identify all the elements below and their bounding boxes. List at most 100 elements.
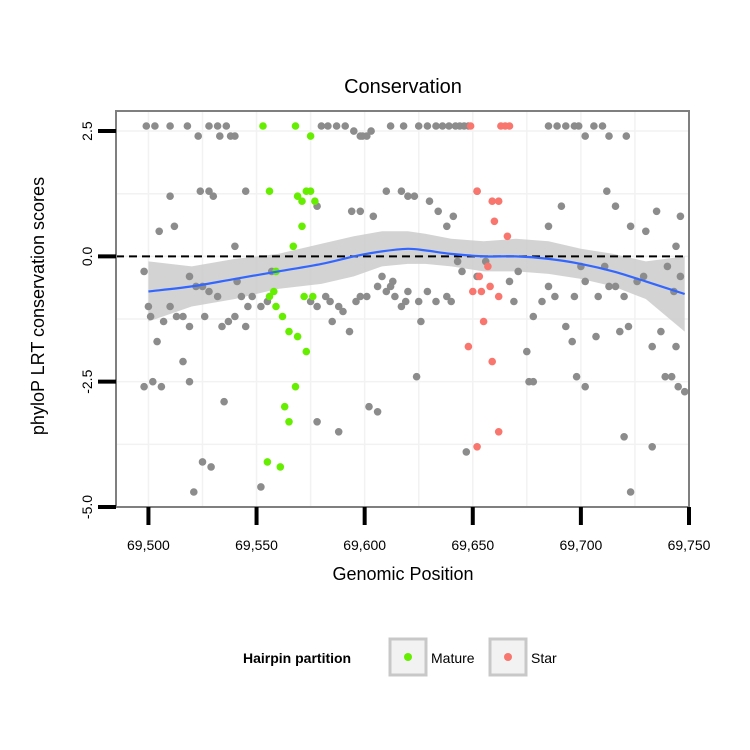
data-point-other — [153, 337, 161, 346]
data-point-other — [661, 372, 669, 381]
data-point-star — [473, 187, 481, 195]
data-point-other — [185, 272, 194, 281]
data-point-mature — [278, 312, 287, 321]
data-point-other — [386, 122, 395, 130]
x-axis: 69,500 69,550 69,600 69,650 69,700 69,750 — [127, 507, 711, 553]
data-point-other — [414, 297, 423, 306]
data-point-other — [572, 372, 581, 381]
data-point-other — [149, 377, 157, 386]
data-point-other — [241, 322, 250, 331]
data-point-other — [378, 272, 386, 281]
smooth-fit-line — [148, 247, 686, 296]
legend-swatch-mature — [404, 653, 412, 661]
data-point-other — [222, 122, 231, 130]
data-point-other — [356, 207, 365, 216]
data-point-other — [425, 197, 434, 205]
data-point-star — [488, 197, 497, 205]
y-axis: -5.0 -2.5 0.0 2.5 — [79, 121, 116, 519]
data-point-other — [551, 292, 559, 301]
data-point-other — [205, 187, 213, 195]
data-point-mature — [306, 132, 315, 140]
legend-title: Hairpin partition — [243, 650, 351, 666]
data-point-other — [648, 342, 656, 351]
data-point-other — [397, 302, 406, 311]
data-point-other — [172, 312, 181, 321]
data-point-other — [562, 322, 570, 331]
data-point-other — [237, 292, 246, 301]
data-point-other — [198, 458, 207, 466]
data-point-other — [216, 132, 224, 140]
panel-border-layer — [115, 110, 690, 508]
data-point-other — [574, 122, 583, 130]
y-tick-label: -5.0 — [79, 495, 95, 519]
data-point-other — [373, 282, 382, 291]
data-point-other — [241, 187, 250, 195]
data-point-other — [438, 122, 447, 130]
data-point-other — [458, 267, 466, 276]
data-point-other — [423, 122, 432, 130]
data-point-other — [231, 132, 239, 140]
legend-label-mature: Mature — [431, 650, 475, 666]
data-point-other — [324, 122, 332, 130]
data-point-mature — [291, 382, 300, 391]
data-point-star — [494, 197, 503, 205]
x-tick-label: 69,750 — [668, 537, 711, 553]
data-point-other — [183, 122, 192, 130]
data-point-other — [672, 342, 680, 351]
data-point-other — [663, 262, 672, 271]
data-point-other — [657, 327, 665, 336]
data-point-mature — [298, 222, 306, 231]
data-point-other — [205, 287, 213, 296]
data-point-other — [367, 127, 375, 135]
data-point-other — [570, 292, 579, 301]
data-point-other — [648, 443, 656, 451]
data-point-other — [157, 382, 166, 391]
data-point-mature — [298, 197, 306, 205]
data-point-other — [553, 122, 561, 130]
data-point-other — [345, 327, 354, 336]
chart-title: Conservation — [344, 76, 462, 98]
data-point-mature — [293, 332, 302, 341]
data-point-other — [179, 357, 187, 366]
data-point-other — [365, 402, 373, 411]
data-point-other — [667, 372, 676, 381]
data-point-star — [484, 262, 492, 271]
data-point-other — [213, 122, 222, 130]
data-point-mature — [300, 292, 308, 301]
x-tick-label: 69,600 — [343, 537, 386, 553]
data-point-other — [603, 187, 611, 195]
data-point-other — [356, 292, 365, 301]
y-axis-label: phyloP LRT conservation scores — [28, 177, 48, 435]
data-point-mature — [270, 287, 278, 296]
data-point-other — [257, 302, 265, 311]
data-point-mature — [306, 187, 315, 195]
data-point-mature — [263, 458, 272, 466]
data-point-other — [334, 302, 343, 311]
data-point-mature — [280, 402, 289, 411]
data-point-other — [140, 382, 148, 391]
data-point-star — [490, 217, 499, 226]
data-point-other — [676, 272, 685, 281]
data-point-other — [611, 282, 620, 291]
data-point-other — [224, 317, 233, 326]
data-point-other — [581, 132, 589, 140]
data-point-star — [477, 287, 486, 296]
x-tick-label: 69,700 — [559, 537, 602, 553]
data-point-star — [486, 282, 494, 291]
data-point-mature — [285, 418, 293, 426]
data-point-other — [194, 132, 202, 140]
x-tick-label: 69,500 — [127, 537, 170, 553]
data-point-other — [562, 122, 570, 130]
data-point-other — [350, 127, 358, 135]
data-point-other — [622, 132, 631, 140]
x-axis-label: Genomic Position — [332, 564, 473, 584]
data-point-other — [166, 302, 174, 311]
data-point-other — [505, 277, 514, 286]
data-point-mature — [293, 192, 302, 200]
data-point-other — [620, 292, 628, 301]
data-point-other — [170, 222, 179, 231]
data-point-other — [672, 242, 680, 251]
data-point-other — [404, 287, 412, 296]
data-point-other — [397, 187, 406, 195]
legend-swatch-star — [504, 653, 512, 661]
